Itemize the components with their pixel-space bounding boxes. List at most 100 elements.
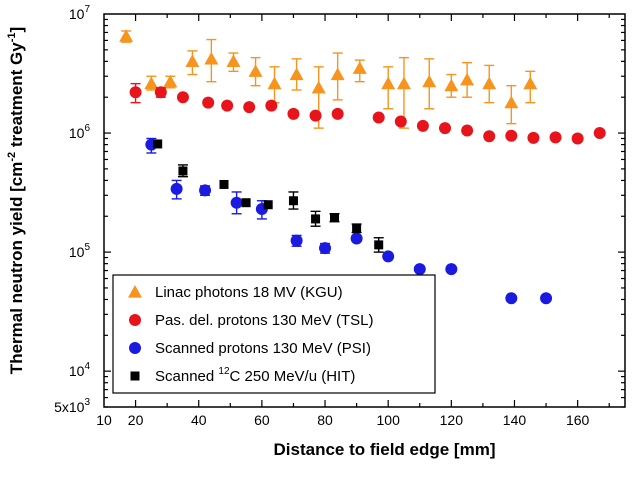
data-point [416, 119, 429, 132]
data-point [204, 51, 219, 65]
data-point [185, 54, 200, 67]
data-point [263, 200, 273, 210]
data-point [540, 292, 553, 305]
data-series [119, 29, 606, 305]
data-point [439, 122, 452, 135]
data-point [331, 107, 344, 120]
legend-marker [130, 371, 140, 381]
data-point [311, 80, 326, 94]
data-point [372, 111, 385, 124]
data-point [178, 166, 188, 176]
x-tick-label: 80 [317, 412, 333, 428]
data-point [352, 223, 362, 233]
series-3 [153, 139, 384, 253]
data-point [374, 240, 384, 250]
legend-label: Linac photons 18 MV (KGU) [155, 284, 343, 301]
data-point [381, 76, 396, 90]
data-point [444, 78, 459, 92]
data-point [445, 263, 458, 276]
legend-marker [128, 285, 142, 298]
data-point [330, 67, 345, 81]
x-tick-label: 160 [566, 412, 590, 428]
data-point [129, 86, 142, 99]
data-point [571, 132, 584, 145]
data-point [504, 95, 519, 109]
data-point [287, 107, 300, 120]
data-point [311, 214, 321, 224]
data-point [309, 109, 322, 122]
data-point [460, 72, 475, 86]
data-point [248, 64, 263, 77]
y-axis-title-main: Thermal neutron yield [cm [7, 162, 26, 375]
data-point [523, 76, 538, 90]
y-tick-label: 104 [69, 361, 91, 379]
data-point [170, 182, 183, 195]
data-point [241, 198, 251, 208]
x-tick-label: 20 [128, 412, 144, 428]
data-point [163, 74, 178, 88]
data-point [265, 99, 278, 112]
data-point [396, 76, 411, 90]
y-tick-label: 105 [69, 242, 91, 260]
y-tick-label: 107 [69, 4, 91, 22]
data-point [482, 76, 497, 90]
series-1 [129, 82, 606, 145]
legend-label: Pas. del. protons 130 MeV (TSL) [155, 312, 373, 329]
data-point [319, 242, 332, 255]
x-tick-label: 60 [254, 412, 270, 428]
y-axis-title-exp2: -1 [6, 32, 18, 42]
data-point [290, 234, 303, 247]
data-point [352, 61, 367, 74]
data-point [219, 179, 229, 189]
data-point [153, 139, 163, 149]
x-tick-label: 140 [503, 412, 527, 428]
legend-label: Scanned 12C 250 MeV/u (HIT) [155, 366, 355, 385]
data-point [154, 86, 167, 99]
data-point [330, 213, 340, 223]
x-tick-label: 100 [377, 412, 401, 428]
series-0 [119, 29, 538, 129]
x-tick-label: 40 [191, 412, 207, 428]
data-point [483, 130, 496, 143]
data-point [226, 54, 241, 67]
data-point [243, 101, 256, 114]
data-point [413, 263, 426, 276]
data-point [394, 115, 407, 128]
data-point [221, 99, 234, 112]
data-point [505, 129, 518, 142]
data-point [199, 184, 212, 197]
data-point [350, 232, 363, 245]
tick-labels: 10 20 40 60 80 100 120 140 160 5x103 104 105 106 107 [54, 4, 589, 428]
y-axis-title-end: ] [7, 27, 26, 33]
data-point [202, 96, 215, 109]
data-point [230, 196, 243, 209]
plot-frame [103, 13, 626, 408]
data-point [176, 91, 189, 104]
data-point [144, 76, 159, 90]
data-point [527, 131, 540, 144]
y-axis-title: Thermal neutron yield [cm-2 treatment Gy… [6, 27, 26, 374]
data-point [288, 196, 298, 206]
y-axis-title-exp1: -2 [6, 152, 18, 162]
data-point [382, 250, 395, 263]
data-point [422, 74, 437, 88]
data-point [505, 292, 518, 305]
data-point [593, 127, 606, 140]
data-point [119, 29, 134, 42]
data-point [549, 131, 562, 144]
y-tick-label: 106 [69, 123, 91, 141]
legend-marker [129, 342, 141, 354]
x-tick-label: 120 [440, 412, 464, 428]
x-tick-label: 10 [96, 412, 112, 428]
legend-marker [129, 314, 141, 326]
data-point [267, 76, 282, 90]
x-axis-title: Distance to field edge [mm] [274, 440, 496, 459]
legend-box [112, 274, 436, 394]
y-tick-label: 5x103 [54, 397, 90, 415]
legend-label: Scanned protons 130 MeV (PSI) [155, 340, 371, 357]
y-axis-title-mid: treatment Gy [7, 42, 26, 152]
data-point [289, 67, 304, 81]
data-point [461, 124, 474, 137]
legend: Linac photons 18 MV (KGU) Pas. del. proto… [112, 274, 436, 394]
